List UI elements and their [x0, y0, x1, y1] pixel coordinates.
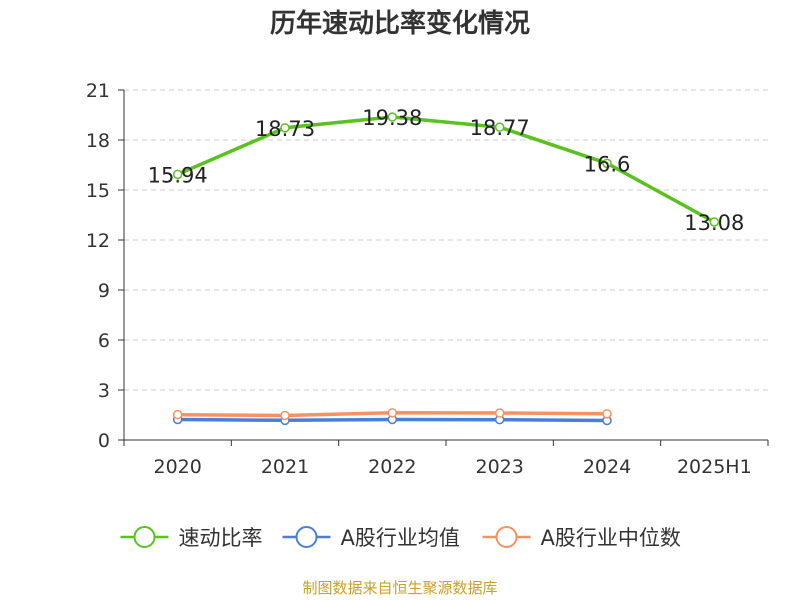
- data-point: [602, 158, 612, 169]
- legend-label: A股行业中位数: [541, 526, 681, 550]
- chart-title: 历年速动比率变化情况: [269, 9, 530, 39]
- legend-marker: [295, 526, 318, 548]
- data-label: 19.38: [362, 106, 422, 130]
- data-point: [172, 409, 183, 420]
- legend-marker: [133, 526, 156, 548]
- y-tick-label: 18: [86, 130, 110, 152]
- y-tick-label: 3: [98, 380, 110, 402]
- data-label: 13.08: [684, 211, 744, 235]
- y-tick-label: 12: [86, 230, 110, 252]
- y-tick-label: 0: [98, 430, 110, 452]
- y-tick-label: 21: [86, 80, 110, 102]
- data-point: [280, 410, 290, 421]
- data-point: [387, 112, 398, 122]
- data-point: [280, 123, 290, 133]
- x-tick-label: 2023: [475, 456, 523, 478]
- legend-item-2: A股行业均值: [282, 526, 460, 550]
- legend-label: A股行业均值: [341, 526, 460, 550]
- legend-label: 速动比率: [179, 526, 263, 550]
- y-tick-label: 9: [98, 280, 110, 302]
- legend-item-3: A股行业中位数: [482, 526, 681, 550]
- legend-marker: [495, 526, 518, 548]
- data-point: [709, 217, 720, 227]
- y-tick-label: 15: [86, 180, 110, 202]
- data-label: 15.94: [148, 163, 208, 187]
- source-note: 制图数据来自恒生聚源数据库: [302, 579, 498, 597]
- x-tick-label: 2022: [368, 456, 416, 478]
- y-tick-label: 6: [98, 330, 110, 352]
- data-point: [172, 169, 183, 180]
- data-point: [387, 408, 398, 418]
- data-point: [602, 409, 612, 419]
- x-tick-label: 2024: [583, 456, 631, 478]
- data-point: [494, 122, 505, 132]
- data-label: 18.73: [255, 117, 315, 141]
- data-label: 16.6: [584, 152, 631, 176]
- legend-item-1: 速动比率: [120, 526, 263, 550]
- x-tick-label: 2020: [153, 456, 201, 478]
- x-tick-label: 2025H1: [677, 456, 752, 478]
- series-line-1: [177, 115, 716, 224]
- data-label: 18.77: [470, 116, 530, 140]
- x-tick-label: 2021: [261, 456, 309, 478]
- data-point: [494, 408, 505, 418]
